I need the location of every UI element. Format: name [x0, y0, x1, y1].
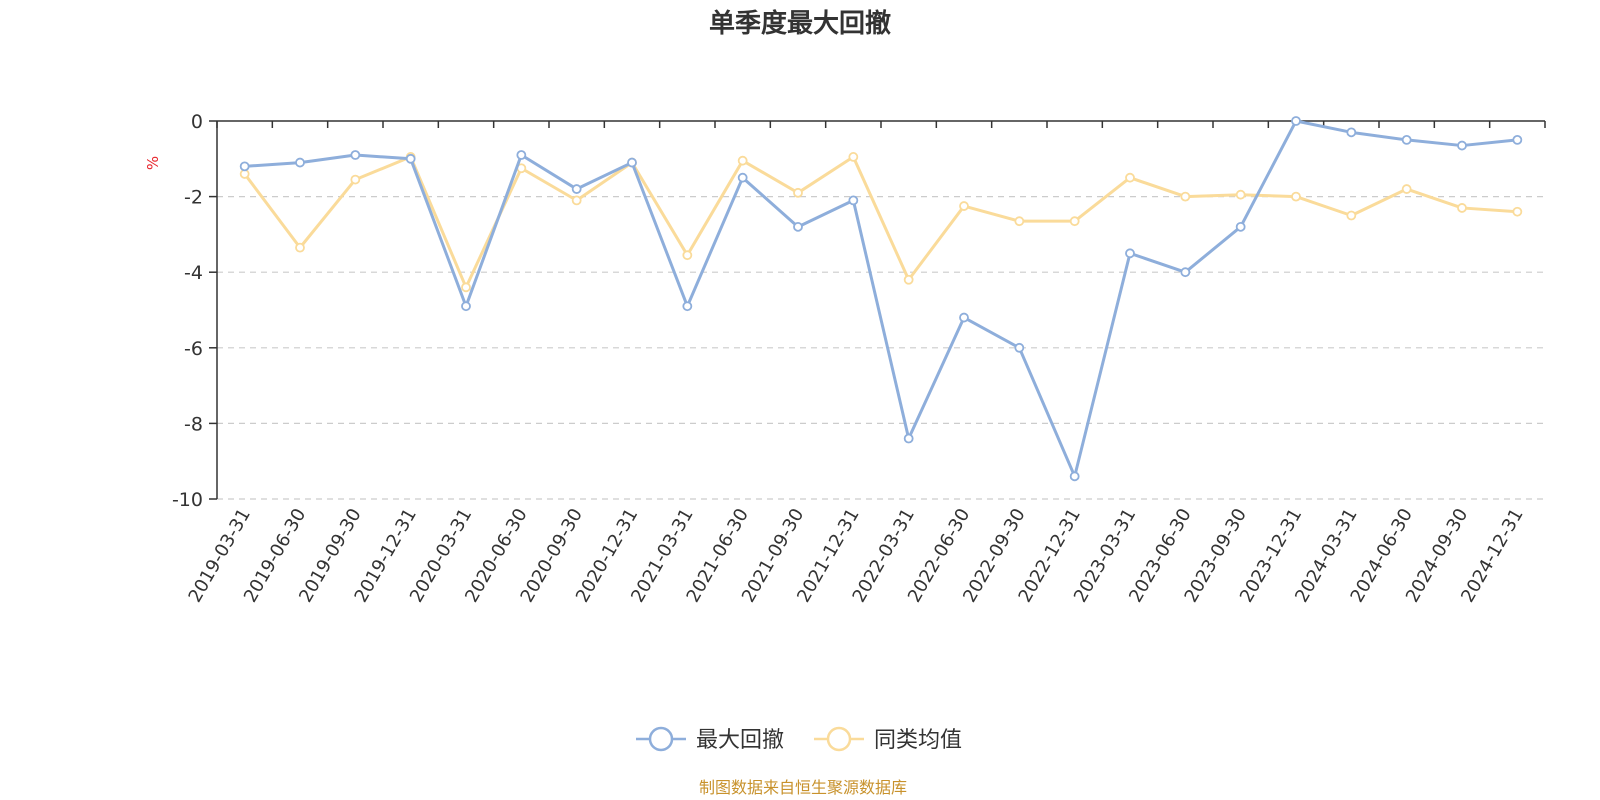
y-tick-label: -6	[184, 338, 203, 360]
data-point-1	[405, 153, 416, 164]
data-point-1	[1235, 221, 1246, 232]
data-point-1	[239, 161, 250, 172]
series-line-2	[243, 155, 1518, 289]
data-point-2	[848, 152, 859, 162]
y-tick-label: -8	[184, 413, 203, 435]
legend-label-1: 最大回撤	[696, 728, 784, 753]
data-point-2	[1014, 216, 1025, 227]
data-point-1	[1014, 342, 1025, 353]
data-point-1	[516, 150, 527, 160]
data-point-2	[793, 187, 803, 198]
data-point-2	[1180, 191, 1191, 202]
legend-item-2[interactable]: 同类均值	[814, 726, 962, 753]
data-point-2	[1512, 206, 1523, 217]
data-point-2	[1069, 216, 1080, 227]
y-tick-label: 0	[191, 111, 203, 133]
data-point-1	[903, 433, 914, 444]
grid-lines	[217, 196, 1545, 500]
data-point-2	[682, 250, 693, 261]
legend-item-1[interactable]: 最大回撤	[636, 726, 784, 753]
series-group	[239, 116, 1523, 482]
data-point-1	[461, 301, 471, 312]
data-point-2	[461, 282, 471, 293]
legend-marker-circle-2	[826, 726, 852, 752]
data-point-1	[793, 221, 803, 232]
y-tick-labels: 0 -2 -4 -6 -8 -10	[172, 111, 203, 511]
data-point-1	[1291, 116, 1301, 126]
data-point-2	[1346, 210, 1357, 221]
axes	[209, 120, 1546, 500]
y-tick-label: -2	[184, 187, 203, 209]
data-point-2	[1125, 172, 1135, 183]
data-point-1	[1125, 248, 1135, 259]
y-tick-label: -10	[172, 489, 203, 511]
y-tick-label: -4	[184, 262, 203, 284]
data-point-1	[350, 150, 361, 160]
data-point-1	[1069, 471, 1080, 482]
data-point-1	[627, 157, 637, 168]
data-point-1	[1401, 134, 1412, 145]
data-point-1	[959, 312, 969, 323]
data-point-2	[1235, 189, 1246, 200]
data-point-1	[682, 301, 693, 312]
legend: 最大回撤 同类均值	[636, 726, 962, 753]
chart-title: 单季度最大回撤	[709, 8, 891, 39]
legend-label-2: 同类均值	[874, 728, 962, 753]
data-point-1	[571, 184, 582, 194]
data-point-2	[295, 242, 305, 253]
data-point-2	[903, 274, 914, 285]
data-point-1	[1512, 134, 1523, 145]
data-point-1	[1180, 267, 1191, 278]
x-tick-labels: 2019-03-312019-06-302019-09-302019-12-31…	[185, 505, 1528, 606]
data-point-2	[1291, 191, 1301, 202]
source-note: 制图数据来自恒生聚源数据库	[699, 778, 907, 797]
legend-marker-circle-1	[648, 726, 674, 752]
data-point-2	[959, 201, 969, 211]
data-point-1	[737, 172, 748, 183]
data-point-1	[295, 157, 305, 168]
data-point-2	[1457, 203, 1467, 213]
data-point-2	[1401, 184, 1412, 194]
data-point-2	[571, 195, 582, 206]
data-point-2	[350, 174, 361, 185]
data-point-1	[1457, 140, 1467, 151]
data-point-1	[1346, 127, 1357, 138]
data-point-2	[737, 155, 748, 166]
y-axis-unit: %	[144, 156, 162, 170]
series-line-1	[244, 119, 1518, 478]
data-point-1	[848, 195, 859, 206]
